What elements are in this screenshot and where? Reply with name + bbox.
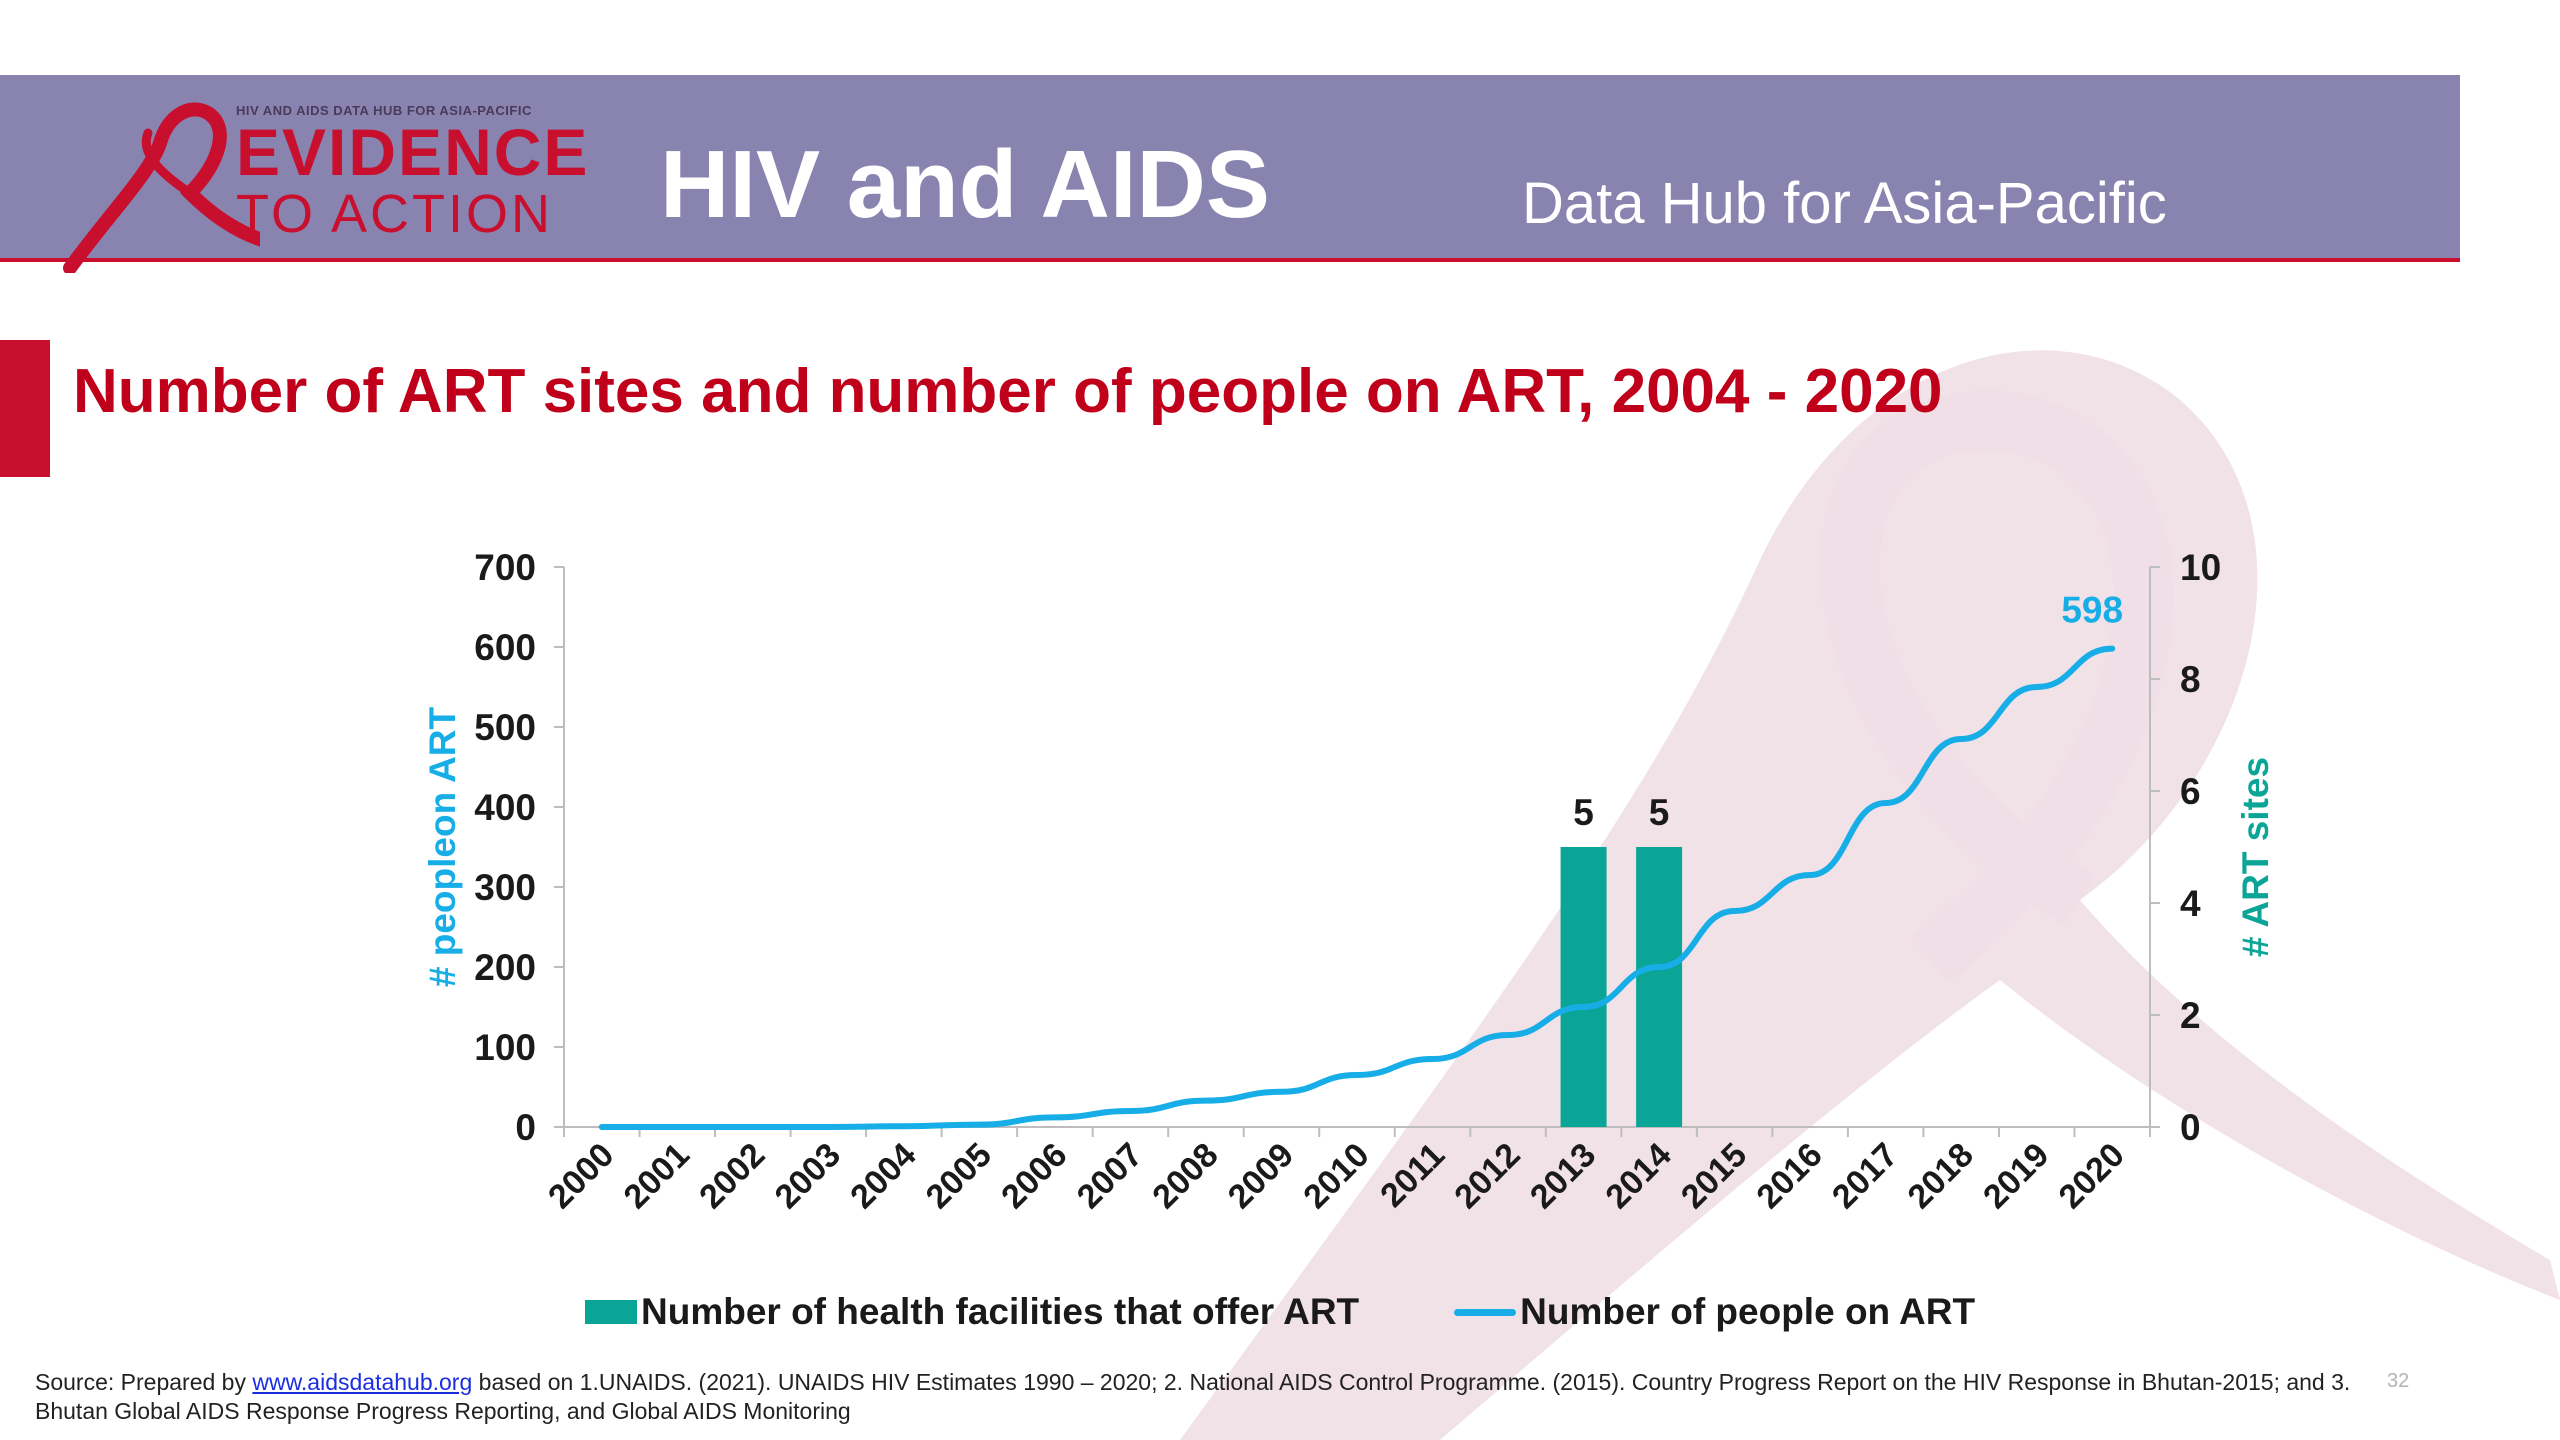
right-tick-label: 0 <box>2180 1107 2201 1148</box>
bar-art-sites <box>1636 847 1683 1127</box>
banner-title: HIV and AIDS <box>660 131 1270 238</box>
footer-prefix: Source: Prepared by <box>35 1369 253 1395</box>
footer-suffix: based on 1.UNAIDS. (2021). UNAIDS HIV Es… <box>35 1369 2351 1424</box>
bar-data-label: 5 <box>1649 792 1670 833</box>
left-tick-label: 300 <box>474 867 536 908</box>
left-tick-label: 0 <box>515 1107 536 1148</box>
x-tick-label: 2005 <box>919 1136 999 1216</box>
aidsdatahub-link[interactable]: www.aidsdatahub.org <box>252 1369 473 1395</box>
logo[interactable]: HIV AND AIDS DATA HUB FOR ASIA-PACIFIC E… <box>40 93 600 273</box>
chart-legend: Number of health facilities that offer A… <box>585 1287 2070 1337</box>
right-tick-label: 8 <box>2180 659 2201 700</box>
x-tick-label: 2016 <box>1749 1136 1829 1216</box>
right-tick-label: 10 <box>2180 547 2221 588</box>
y-right-axis-title: # ART sites <box>2235 757 2276 957</box>
x-tick-label: 2015 <box>1674 1136 1754 1216</box>
right-tick-label: 2 <box>2180 995 2201 1036</box>
source-footnote: Source: Prepared by www.aidsdatahub.org … <box>35 1368 2365 1426</box>
x-tick-label: 2004 <box>843 1136 923 1216</box>
left-tick-label: 700 <box>474 547 536 588</box>
x-tick-label: 2017 <box>1825 1136 1905 1216</box>
x-tick-label: 2006 <box>994 1136 1074 1216</box>
bar-data-label: 5 <box>1573 792 1594 833</box>
line-end-label: 598 <box>2061 590 2123 631</box>
x-tick-label: 2010 <box>1296 1136 1376 1216</box>
x-tick-label: 2020 <box>2052 1136 2132 1216</box>
page-number: 32 <box>2387 1370 2410 1392</box>
left-tick-label: 200 <box>474 947 536 988</box>
x-tick-label: 2008 <box>1145 1136 1225 1216</box>
legend-item-facilities: Number of health facilities that offer A… <box>585 1291 1359 1333</box>
x-tick-label: 2013 <box>1523 1136 1603 1216</box>
right-tick-label: 6 <box>2180 771 2201 812</box>
x-tick-label: 2014 <box>1598 1136 1678 1216</box>
x-tick-label: 2003 <box>768 1136 848 1216</box>
right-tick-label: 4 <box>2180 883 2201 924</box>
left-tick-label: 600 <box>474 627 536 668</box>
left-tick-label: 400 <box>474 787 536 828</box>
x-tick-label: 2018 <box>1900 1136 1980 1216</box>
x-tick-label: 2007 <box>1070 1136 1150 1216</box>
x-tick-label: 2019 <box>1976 1136 2056 1216</box>
left-tick-label: 500 <box>474 707 536 748</box>
logo-evidence-text: EVIDENCE <box>236 115 590 189</box>
x-tick-label: 2000 <box>541 1136 621 1216</box>
x-tick-label: 2009 <box>1221 1136 1301 1216</box>
bar-art-sites <box>1560 847 1607 1127</box>
legend-label-people: Number of people on ART <box>1520 1291 1976 1332</box>
title-accent-tab <box>0 340 50 477</box>
x-tick-label: 2001 <box>617 1136 697 1216</box>
x-tick-label: 2011 <box>1373 1136 1452 1215</box>
logo-to-action-text: TO ACTION <box>236 184 554 244</box>
left-tick-label: 100 <box>474 1027 536 1068</box>
slide-title: Number of ART sites and number of people… <box>73 357 1943 426</box>
legend-bar-swatch <box>585 1300 637 1324</box>
x-tick-label: 2012 <box>1447 1136 1527 1216</box>
red-ribbon-logo-icon <box>63 102 260 273</box>
header-banner: HIV AND AIDS DATA HUB FOR ASIA-PACIFIC E… <box>0 75 2460 273</box>
legend-line-swatch <box>1454 1308 1517 1316</box>
x-tick-label: 2002 <box>692 1136 772 1216</box>
logo-tagline: HIV AND AIDS DATA HUB FOR ASIA-PACIFIC <box>236 103 532 118</box>
banner-subtitle: Data Hub for Asia-Pacific <box>1522 171 2167 236</box>
legend-item-people: Number of people on ART <box>1454 1291 1975 1333</box>
y-left-axis-title: # peopleon ART <box>422 706 463 987</box>
legend-label-facilities: Number of health facilities that offer A… <box>641 1291 1360 1332</box>
line-people-on-art <box>598 645 2116 1131</box>
